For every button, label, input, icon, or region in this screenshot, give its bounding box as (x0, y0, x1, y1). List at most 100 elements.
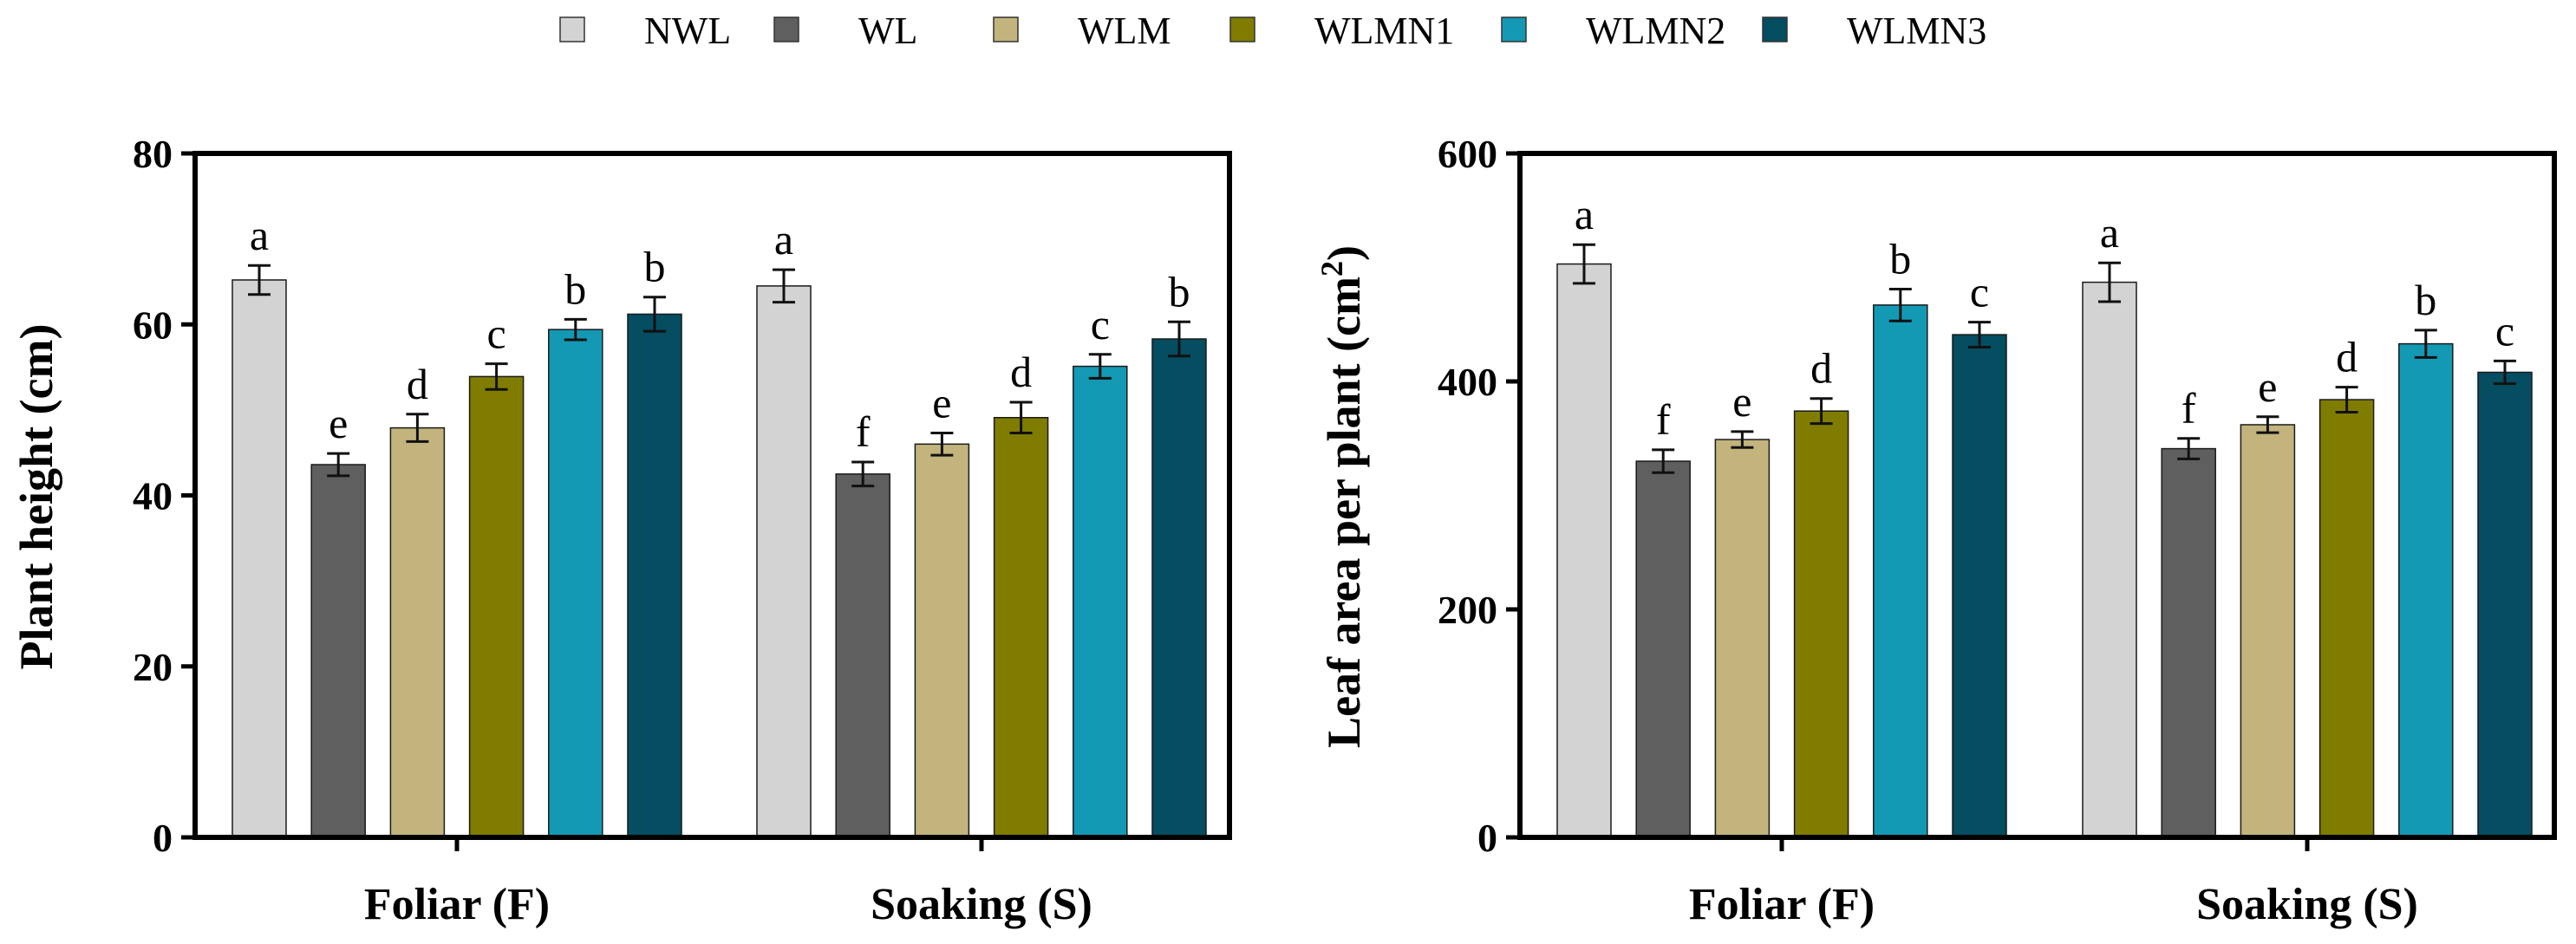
bar-wlmn1-foliar (1793, 410, 1849, 838)
y-axis-label: Plant height (cm) (10, 324, 62, 670)
significance-letter: b (644, 243, 666, 291)
error-bar (1968, 321, 1991, 349)
y-tick-label: 600 (1438, 132, 1497, 176)
significance-letter: e (932, 379, 951, 427)
error-bar (1731, 430, 1754, 449)
significance-letter: d (1010, 348, 1032, 396)
y-tick-label: 60 (133, 303, 173, 347)
y-tick-label: 20 (133, 645, 173, 689)
significance-letter: c (1091, 300, 1110, 348)
y-tick-label: 0 (1477, 816, 1497, 860)
y-axis-label: Leaf area per plant (cm2) (1314, 245, 1370, 748)
significance-letter: b (1889, 234, 1911, 283)
error-bar (2335, 386, 2358, 414)
plot-frame (192, 151, 1232, 840)
error-bar (930, 432, 954, 457)
y-tick-label: 200 (1438, 588, 1497, 632)
bar-wl-soaking (2161, 447, 2216, 838)
bar-wl-soaking (835, 473, 890, 838)
legend-swatch-nwl (559, 16, 585, 42)
bar-wlm-soaking (2240, 424, 2296, 838)
bar-wlm-soaking (914, 443, 970, 838)
bar-wlmn3-soaking (2477, 371, 2533, 838)
significance-letter: e (1732, 377, 1751, 426)
error-bar (1810, 397, 1833, 426)
x-category-label: Soaking (S) (2196, 880, 2418, 929)
bar-wlmn1-soaking (2318, 399, 2375, 838)
error-bar (2414, 329, 2437, 359)
bar-nwl-soaking (2082, 281, 2137, 838)
y-tick-label: 400 (1438, 360, 1497, 404)
significance-letter: b (2415, 276, 2436, 324)
bar-nwl-foliar (232, 279, 287, 838)
significance-letter: f (856, 407, 871, 456)
bar-wlmn1-foliar (468, 375, 525, 838)
bar-wlmn2-foliar (1873, 304, 1928, 838)
error-bar (643, 296, 666, 333)
bar-wl-foliar (1635, 460, 1691, 838)
error-bar (564, 317, 587, 342)
error-bar (773, 268, 795, 304)
legend: NWL WL WLM WLMN1 WLMN2 WLMN3 (559, 10, 1986, 52)
bar-wlmn2-foliar (548, 329, 603, 838)
error-bar (1573, 243, 1595, 285)
significance-letter: a (774, 215, 793, 264)
error-bar (1652, 448, 1675, 474)
significance-letter: f (2181, 384, 2196, 433)
significance-letter: d (407, 360, 428, 408)
bar-wlm-foliar (1714, 439, 1771, 838)
y-tick-label: 0 (153, 816, 173, 860)
y-tick-label: 80 (133, 132, 173, 176)
error-bar (1009, 400, 1033, 435)
significance-letter: c (486, 309, 505, 358)
legend-swatch-wlmn1 (1229, 16, 1255, 42)
significance-letter: e (329, 399, 348, 447)
error-bar (1088, 353, 1112, 380)
x-category-label: Foliar (F) (1689, 880, 1875, 929)
error-bar (406, 413, 429, 443)
significance-letter: b (1169, 267, 1190, 316)
legend-swatch-wlm (993, 16, 1019, 42)
significance-letter: a (1575, 190, 1594, 238)
error-bar (851, 460, 875, 488)
bar-wlmn2-soaking (1073, 365, 1128, 838)
bar-wl-foliar (310, 464, 366, 838)
error-bar (2098, 261, 2121, 303)
significance-letter: c (2495, 306, 2514, 355)
bar-nwl-foliar (1556, 263, 1612, 838)
y-tick-label: 40 (133, 474, 173, 518)
legend-swatch-wl (773, 16, 799, 42)
legend-label-wlmn2: WLMN2 (1586, 10, 1725, 52)
error-bar (1888, 287, 1912, 322)
significance-letter: e (2258, 362, 2277, 411)
significance-letter: c (1970, 268, 1989, 316)
significance-letter: a (250, 211, 269, 259)
bar-wlmn2-soaking (2398, 342, 2454, 838)
legend-label-nwl: NWL (644, 10, 731, 52)
significance-letter: a (2100, 208, 2119, 257)
significance-letter: d (2336, 333, 2358, 381)
plant-height-chart: 0 20 40 60 80 a e d c b b Foliar (F) a f e d c b Soaking (… (10, 132, 1232, 929)
significance-letter: b (564, 264, 586, 313)
error-bar (485, 362, 508, 391)
bar-wlm-foliar (389, 426, 446, 838)
legend-label-wl: WL (858, 10, 917, 52)
legend-label-wlmn1: WLMN1 (1314, 10, 1454, 52)
error-bar (2494, 359, 2516, 386)
plot-frame (1517, 151, 2557, 840)
bar-wlmn3-foliar (627, 313, 682, 838)
error-bar (2256, 415, 2279, 434)
legend-label-wlm: WLM (1078, 10, 1171, 52)
x-category-label: Foliar (F) (364, 880, 550, 929)
significance-letter: d (1810, 344, 1832, 393)
bar-wlmn1-soaking (993, 417, 1049, 838)
error-bar (2177, 437, 2201, 460)
error-bar (327, 452, 350, 478)
error-bar (248, 264, 271, 296)
legend-swatch-wlmn2 (1501, 16, 1527, 42)
bar-wlmn3-soaking (1151, 338, 1207, 838)
legend-label-wlmn3: WLMN3 (1847, 10, 1986, 52)
significance-letter: f (1656, 395, 1671, 444)
x-category-label: Soaking (S) (871, 880, 1092, 929)
